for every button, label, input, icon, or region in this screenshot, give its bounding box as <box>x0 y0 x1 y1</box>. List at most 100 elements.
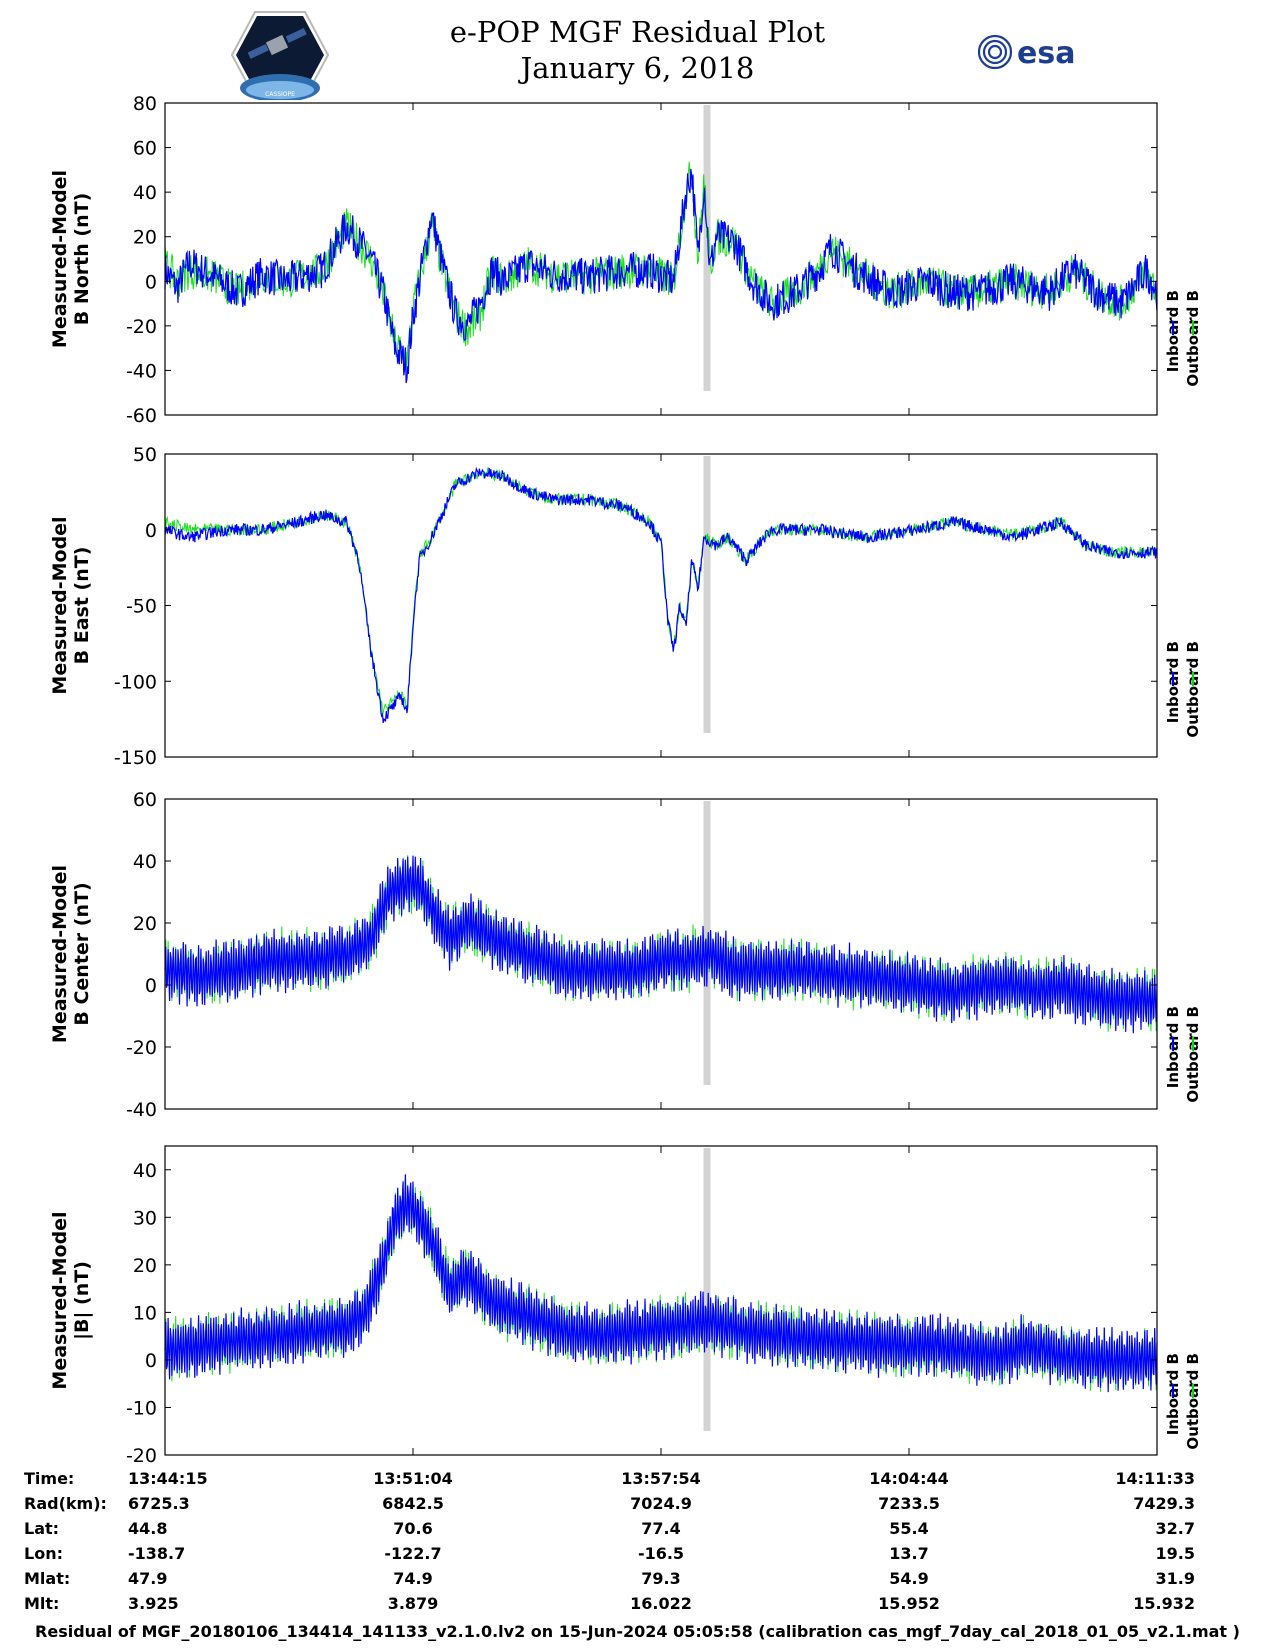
ephemeris-cell: 3.879 <box>388 1594 439 1613</box>
series-line-inboard <box>164 168 1158 384</box>
plot-frame <box>164 1145 1158 1456</box>
legend-label-outboard: Outboard B <box>1184 290 1202 387</box>
ephemeris-cell: 13:44:15 <box>128 1469 208 1488</box>
title-line-1: e-POP MGF Residual Plot <box>449 15 826 49</box>
satellite-icon <box>247 28 307 59</box>
y-tick-label: 20 <box>133 913 157 935</box>
ephemeris-cell: 19.5 <box>1156 1544 1195 1563</box>
ephemeris-cell: 13.7 <box>889 1544 928 1563</box>
y-axis-label-line-1: Measured-Model <box>49 516 71 694</box>
ephemeris-row-label: Mlat: <box>24 1569 70 1588</box>
y-tick-label: 20 <box>133 227 157 249</box>
legend: Inboard B Outboard B <box>1164 641 1202 738</box>
legend-label-outboard: Outboard B <box>1184 1006 1202 1103</box>
cassiope-logo-text: CASSIOPE <box>265 91 295 98</box>
ephemeris-cell: 13:51:04 <box>373 1469 453 1488</box>
y-tick-label: -20 <box>126 1037 157 1059</box>
ephemeris-cell: 54.9 <box>889 1569 928 1588</box>
y-tick-label: -40 <box>126 360 157 382</box>
chart-panel-2: 50 0 -50 -100 -150 Measured-ModelB East (nT) I… <box>49 444 1202 769</box>
y-axis-label-line-2: B North (nT) <box>71 193 93 326</box>
series-line-outboard <box>164 161 1158 372</box>
ephemeris-cell: 79.3 <box>641 1569 680 1588</box>
data-gap-band <box>703 456 711 733</box>
y-tick-label: -100 <box>114 671 157 693</box>
ephemeris-cell: 74.9 <box>393 1569 432 1588</box>
y-tick-label: 60 <box>133 138 157 160</box>
ephemeris-cell: 6842.5 <box>382 1494 444 1513</box>
legend: Inboard B Outboard B <box>1164 1353 1202 1450</box>
legend-label-outboard: Outboard B <box>1184 1353 1202 1450</box>
ephemeris-cell: 14:04:44 <box>869 1469 949 1488</box>
ephemeris-cell: 31.9 <box>1156 1569 1195 1588</box>
y-tick-label: 10 <box>133 1302 157 1324</box>
data-gap-band <box>703 801 711 1085</box>
y-tick-label: 40 <box>133 851 157 873</box>
y-tick-label: 50 <box>133 444 157 466</box>
ephemeris-row-label: Time: <box>24 1469 74 1488</box>
y-axis-label: Measured-ModelB East (nT) <box>49 516 93 694</box>
ephemeris-table: Time: Rad(km): Lat: Lon: Mlat: Mlt: 13:44:15 67… <box>24 1469 1195 1613</box>
ephemeris-cell: 13:57:54 <box>621 1469 701 1488</box>
chart-panel-3: 60 40 20 0 -20 -40 Measured-ModelB Center (nT)… <box>49 789 1202 1121</box>
y-axis-label-line-2: B East (nT) <box>71 547 93 665</box>
y-tick-label: 60 <box>133 789 157 811</box>
ephemeris-cell: -138.7 <box>128 1544 185 1563</box>
data-gap-band <box>703 105 711 391</box>
ephemeris-cell: 7429.3 <box>1133 1494 1195 1513</box>
y-tick-label: 0 <box>145 271 157 293</box>
y-axis-label: Measured-ModelB North (nT) <box>49 170 93 348</box>
ephemeris-row-label: Mlt: <box>24 1594 59 1613</box>
cassiope-logo: CASSIOPE <box>230 11 330 100</box>
ephemeris-cell: 44.8 <box>128 1519 167 1538</box>
y-axis-label-line-1: Measured-Model <box>49 865 71 1043</box>
y-tick-label: 40 <box>133 1160 157 1182</box>
plot-frame <box>164 453 1158 758</box>
ephemeris-cell: 6725.3 <box>128 1494 190 1513</box>
ephemeris-cell: 14:11:33 <box>1115 1469 1195 1488</box>
y-tick-label: 0 <box>145 975 157 997</box>
y-axis-label-line-1: Measured-Model <box>49 170 71 348</box>
ephemeris-cell: 47.9 <box>128 1569 167 1588</box>
legend: Inboard B Outboard B <box>1164 1006 1202 1103</box>
y-tick-label: -50 <box>126 596 157 618</box>
y-tick-label: 30 <box>133 1207 157 1229</box>
series-line-inboard <box>164 855 1158 1034</box>
y-tick-label: 40 <box>133 182 157 204</box>
ephemeris-row-label: Rad(km): <box>24 1494 107 1513</box>
ephemeris-cell: 15.952 <box>878 1594 940 1613</box>
y-axis-label: Measured-ModelB Center (nT) <box>49 865 93 1043</box>
series-line-inboard <box>164 466 1158 724</box>
series-line-outboard <box>164 467 1158 717</box>
ephemeris-cell: 77.4 <box>641 1519 680 1538</box>
ephemeris-row-label: Lon: <box>24 1544 63 1563</box>
y-tick-label: -150 <box>114 747 157 769</box>
legend-label-outboard: Outboard B <box>1184 641 1202 738</box>
series-line-inboard <box>164 1174 1158 1393</box>
esa-logo: esa <box>977 34 1075 71</box>
ephemeris-cell: -122.7 <box>384 1544 441 1563</box>
y-tick-label: 20 <box>133 1255 157 1277</box>
y-axis-label-line-2: |B| (nT) <box>71 1261 93 1340</box>
ephemeris-cell: 16.022 <box>630 1594 692 1613</box>
legend: Inboard B Outboard B <box>1164 290 1202 387</box>
esa-emblem-icon <box>977 34 1013 70</box>
ephemeris-cell: 7233.5 <box>878 1494 940 1513</box>
y-tick-label: 0 <box>145 1350 157 1372</box>
ephemeris-cell: 15.932 <box>1133 1594 1195 1613</box>
y-tick-label: 0 <box>145 520 157 542</box>
y-tick-label: -40 <box>126 1099 157 1121</box>
plot-title: e-POP MGF Residual Plot January 6, 2018 <box>0 14 1275 86</box>
y-axis-label-line-2: B Center (nT) <box>71 882 93 1025</box>
ephemeris-row-label: Lat: <box>24 1519 59 1538</box>
y-tick-label: 80 <box>133 93 157 115</box>
y-axis-label: Measured-Model|B| (nT) <box>49 1211 93 1389</box>
footer-caption: Residual of MGF_20180106_134414_141133_v… <box>35 1622 1240 1641</box>
y-axis-label-line-1: Measured-Model <box>49 1211 71 1389</box>
y-tick-label: -20 <box>126 1445 157 1467</box>
y-tick-label: -60 <box>126 405 157 427</box>
chart-panel-1: 80 60 40 20 0 -20 -40 -60 Measured-ModelB North … <box>49 93 1202 427</box>
ephemeris-cell: -16.5 <box>638 1544 684 1563</box>
ephemeris-cell: 32.7 <box>1156 1519 1195 1538</box>
